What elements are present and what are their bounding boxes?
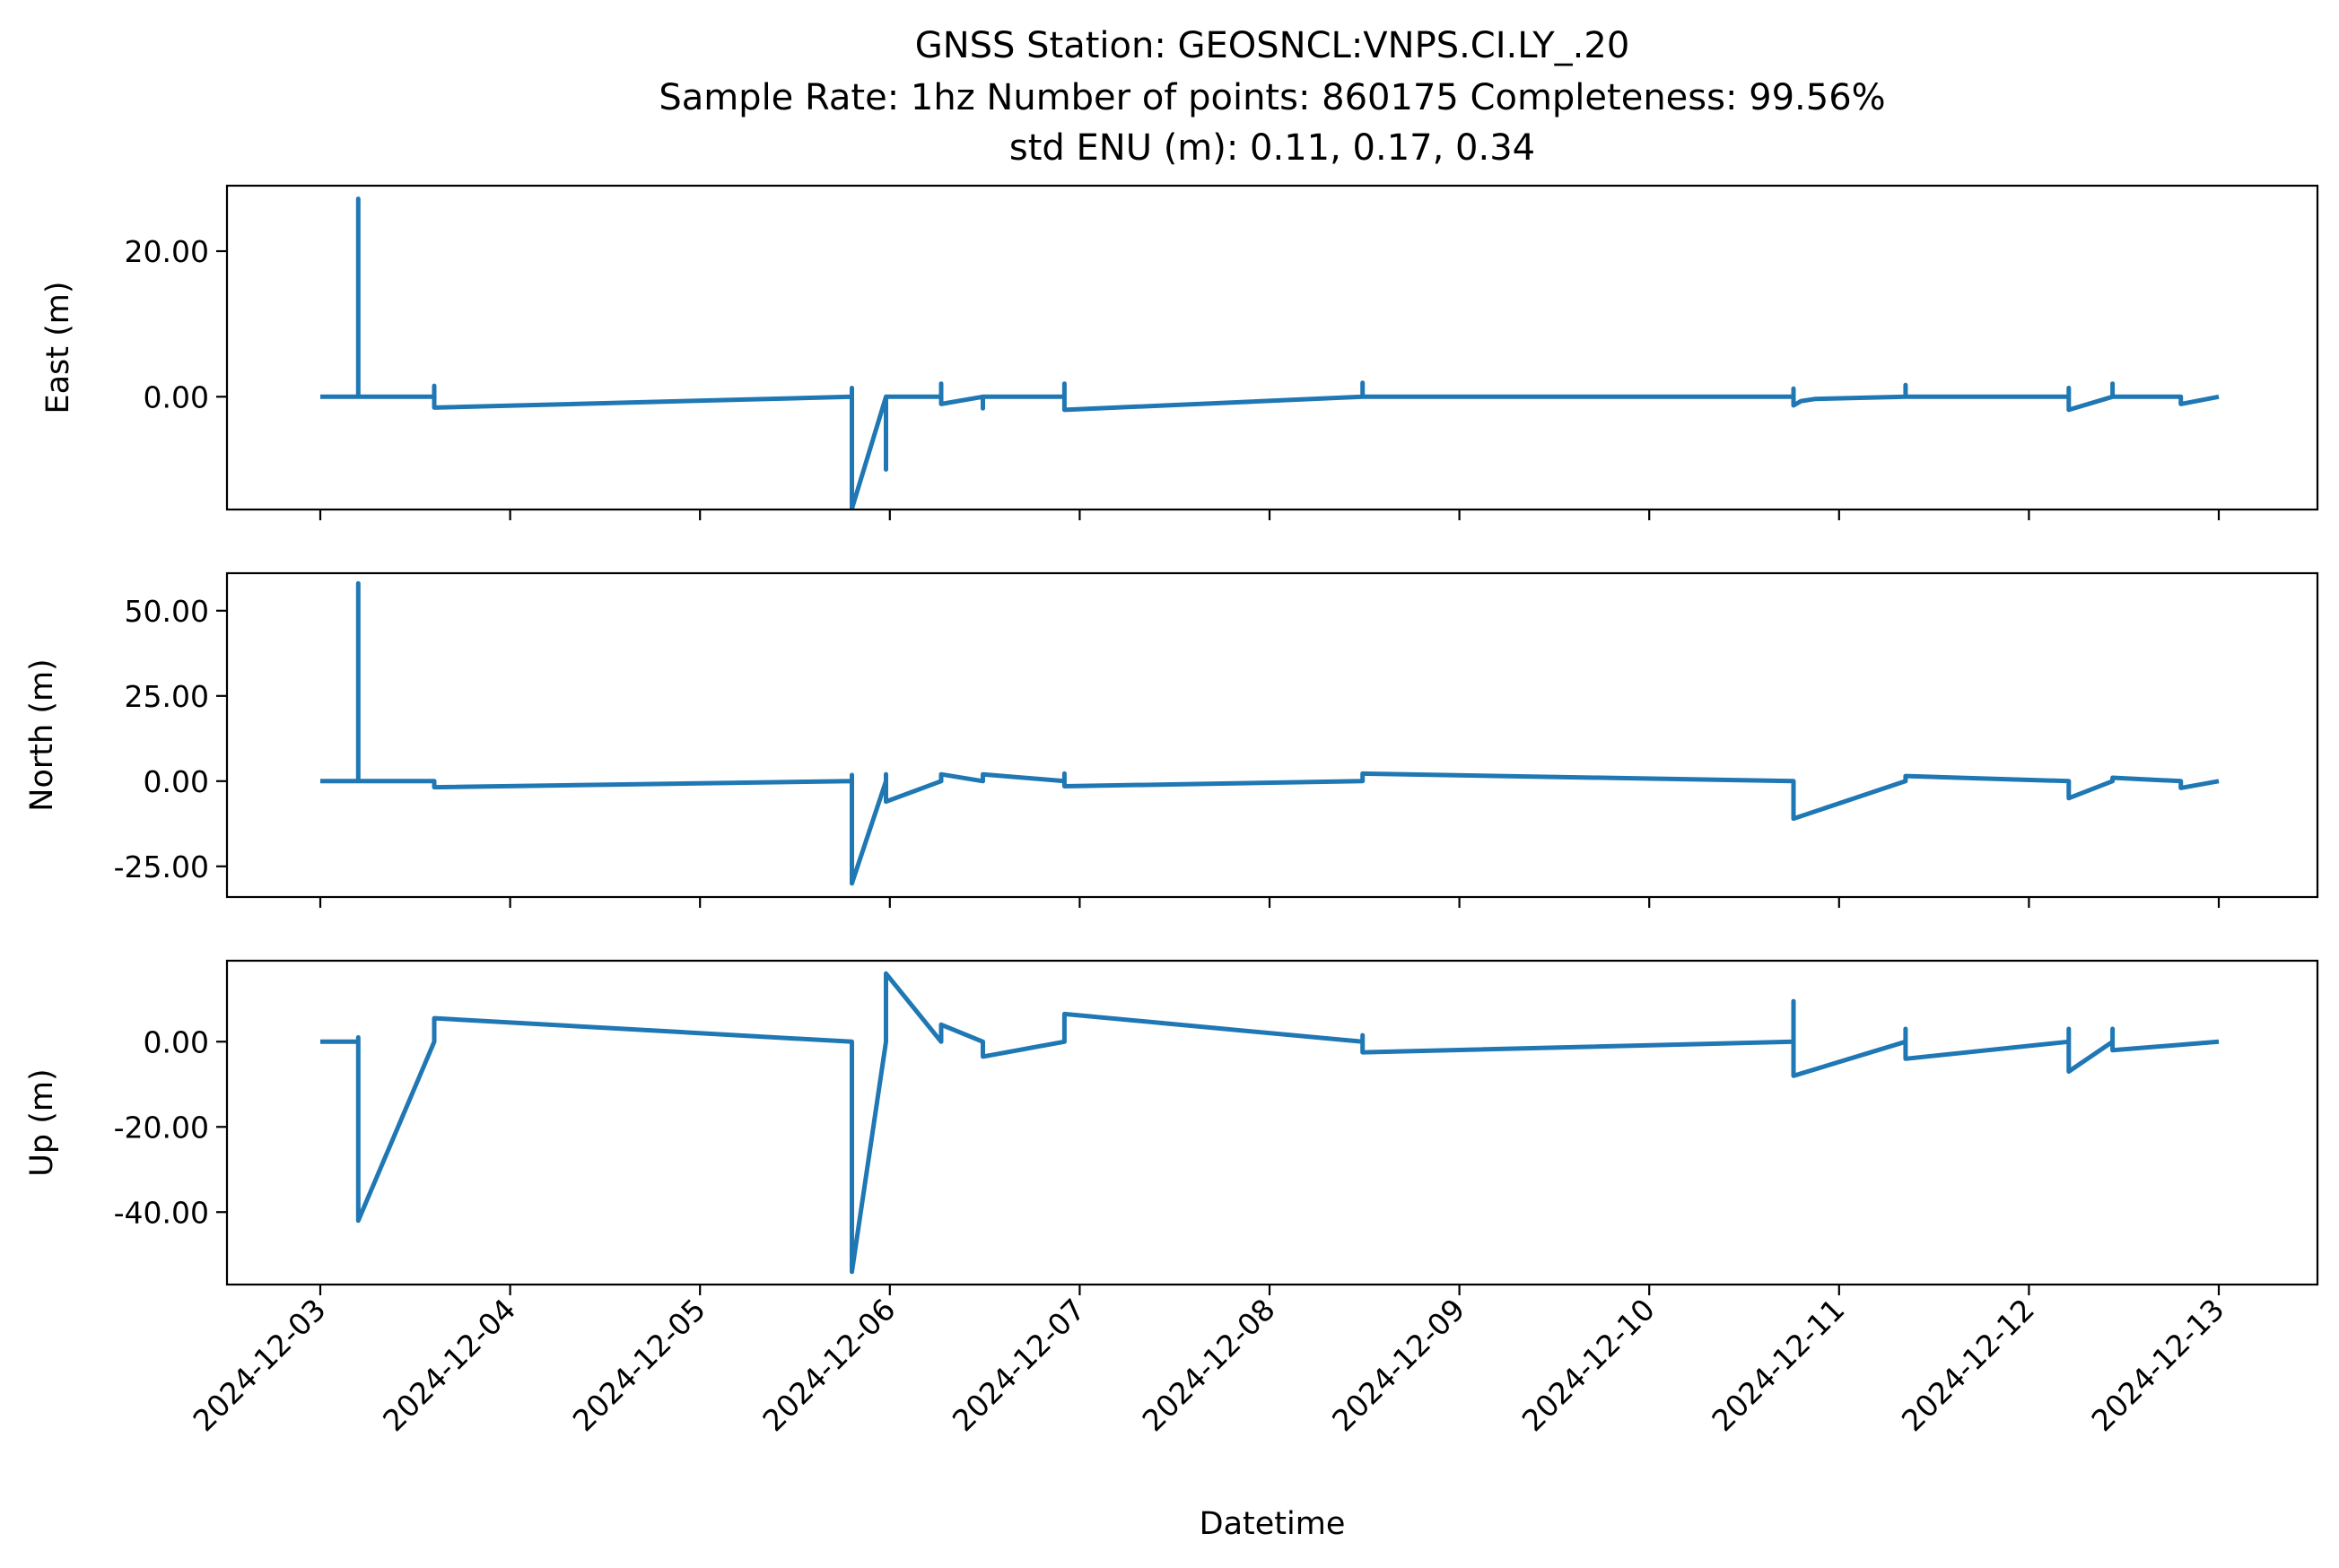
y-tick-label: 0.00 [144, 764, 209, 799]
title-line-3: std ENU (m): 0.11, 0.17, 0.34 [1009, 127, 1535, 169]
y-tick-label: 25.00 [125, 679, 209, 714]
title-line-2: Sample Rate: 1hz Number of points: 86017… [659, 77, 1885, 118]
axes-frame [225, 184, 2319, 511]
x-axis-label: Datetime [1200, 1506, 1346, 1542]
series-line [320, 580, 2220, 886]
subplot-north: -25.00 0.00 25.00 50.00 North (m) [24, 571, 2319, 908]
y-tick-label: 50.00 [125, 594, 209, 629]
y-tick-label: -25.00 [114, 849, 209, 884]
y-tick-label: -20.00 [114, 1110, 209, 1145]
y-tick-label: 0.00 [144, 379, 209, 414]
axes-frame [225, 571, 2319, 899]
y-axis-label: Up (m) [24, 1068, 60, 1176]
title-line-1: GNSS Station: GEOSNCL:VNPS.CI.LY_.20 [915, 25, 1630, 66]
subplot-east: 0.00 20.00 East (m) [40, 184, 2319, 520]
y-tick-label: -40.00 [114, 1195, 209, 1230]
axes-frame [225, 959, 2319, 1286]
series-line [320, 196, 2220, 510]
y-tick-label: 0.00 [144, 1024, 209, 1059]
y-axis-label: North (m) [24, 658, 60, 811]
y-axis-label: East (m) [40, 281, 76, 414]
y-tick-label: 20.00 [125, 234, 209, 269]
series-line [320, 971, 2220, 1275]
